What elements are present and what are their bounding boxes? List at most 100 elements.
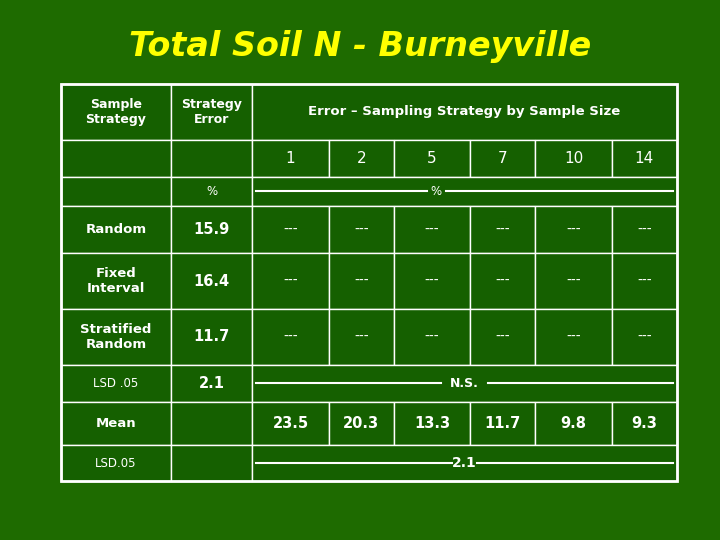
Bar	[328, 139, 394, 177]
Bar	[252, 139, 328, 177]
Bar	[61, 84, 171, 139]
Text: 1: 1	[286, 151, 295, 166]
Text: %: %	[206, 185, 217, 198]
Text: 2.1: 2.1	[199, 376, 225, 391]
Bar	[612, 139, 677, 177]
Bar	[252, 446, 677, 481]
Text: 23.5: 23.5	[272, 416, 309, 431]
Bar	[61, 177, 171, 206]
Text: ---: ---	[354, 222, 369, 237]
Text: ---: ---	[495, 222, 510, 237]
Text: N.S.: N.S.	[450, 377, 479, 390]
Text: 14: 14	[634, 151, 654, 166]
Text: 9.3: 9.3	[631, 416, 657, 431]
Text: Fixed
Interval: Fixed Interval	[87, 267, 145, 295]
Bar	[252, 206, 328, 253]
Bar	[328, 309, 394, 365]
Bar	[328, 402, 394, 446]
Text: ---: ---	[425, 222, 439, 237]
Text: ---: ---	[637, 274, 652, 288]
Bar	[394, 253, 470, 309]
Text: 10: 10	[564, 151, 583, 166]
Text: Sample
Strategy: Sample Strategy	[86, 98, 146, 126]
Text: 13.3: 13.3	[414, 416, 450, 431]
Text: LSD .05: LSD .05	[94, 377, 139, 390]
Text: ---: ---	[637, 222, 652, 237]
Text: 2: 2	[356, 151, 366, 166]
Text: 2.1: 2.1	[452, 456, 477, 470]
Bar	[394, 402, 470, 446]
Bar	[171, 206, 252, 253]
Text: Random: Random	[86, 223, 147, 236]
Bar	[328, 206, 394, 253]
Bar	[394, 139, 470, 177]
Bar	[612, 309, 677, 365]
Text: ---: ---	[354, 274, 369, 288]
Text: ---: ---	[566, 330, 581, 344]
Bar	[252, 84, 677, 139]
Text: ---: ---	[283, 222, 298, 237]
Bar	[252, 365, 677, 402]
Text: Error – Sampling Strategy by Sample Size: Error – Sampling Strategy by Sample Size	[308, 105, 621, 118]
Text: ---: ---	[425, 274, 439, 288]
Bar	[61, 206, 171, 253]
Text: ---: ---	[495, 274, 510, 288]
Bar	[61, 365, 171, 402]
Bar	[612, 206, 677, 253]
Text: %: %	[431, 185, 442, 198]
Bar	[61, 253, 171, 309]
Text: ---: ---	[425, 330, 439, 344]
Text: 15.9: 15.9	[194, 222, 230, 237]
Text: ---: ---	[495, 330, 510, 344]
Text: ---: ---	[637, 330, 652, 344]
Text: ---: ---	[566, 274, 581, 288]
Text: ---: ---	[283, 274, 298, 288]
Text: 7: 7	[498, 151, 508, 166]
Bar	[61, 84, 677, 481]
Text: 9.8: 9.8	[560, 416, 587, 431]
Text: ---: ---	[283, 330, 298, 344]
Text: Stratified
Random: Stratified Random	[81, 323, 152, 351]
Bar	[171, 139, 252, 177]
Bar	[252, 253, 328, 309]
Bar	[470, 139, 535, 177]
Bar	[252, 309, 328, 365]
Bar	[535, 206, 612, 253]
Bar	[171, 365, 252, 402]
Bar	[171, 84, 252, 139]
Text: Mean: Mean	[96, 417, 136, 430]
Bar	[61, 139, 171, 177]
Bar	[535, 139, 612, 177]
Bar	[535, 309, 612, 365]
Text: Total Soil N - Burneyville: Total Soil N - Burneyville	[129, 30, 591, 63]
Bar	[171, 402, 252, 446]
Bar	[535, 402, 612, 446]
Bar	[171, 446, 252, 481]
Text: 11.7: 11.7	[194, 329, 230, 345]
Text: ---: ---	[566, 222, 581, 237]
Text: LSD.05: LSD.05	[95, 456, 137, 469]
Text: 11.7: 11.7	[485, 416, 521, 431]
Bar	[171, 309, 252, 365]
Text: 5: 5	[427, 151, 437, 166]
Bar	[470, 206, 535, 253]
Bar	[612, 402, 677, 446]
Text: Strategy
Error: Strategy Error	[181, 98, 242, 126]
Bar	[61, 446, 171, 481]
Bar	[61, 402, 171, 446]
Text: ---: ---	[354, 330, 369, 344]
Text: 20.3: 20.3	[343, 416, 379, 431]
Bar	[252, 402, 328, 446]
Bar	[171, 253, 252, 309]
Bar	[535, 253, 612, 309]
Bar	[252, 177, 677, 206]
Bar	[171, 177, 252, 206]
Bar	[328, 253, 394, 309]
Bar	[61, 309, 171, 365]
Bar	[470, 402, 535, 446]
Bar	[470, 253, 535, 309]
Bar	[394, 206, 470, 253]
Bar	[612, 253, 677, 309]
Bar	[470, 309, 535, 365]
Text: 16.4: 16.4	[194, 274, 230, 288]
